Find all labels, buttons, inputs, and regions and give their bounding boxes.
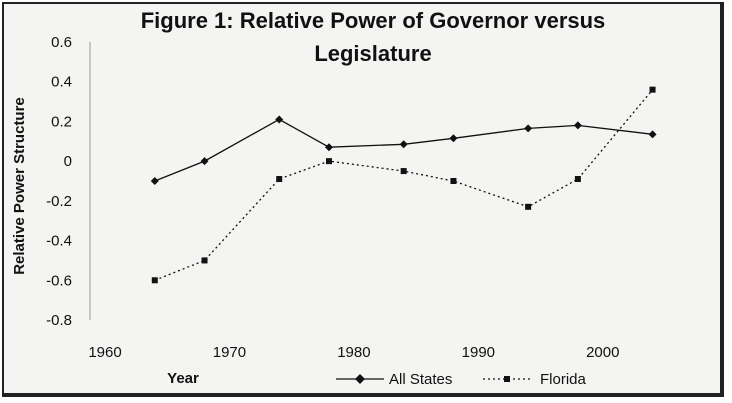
data-point-florida xyxy=(276,176,283,183)
data-point-all-states xyxy=(648,130,657,139)
series-layer xyxy=(150,86,657,284)
chart-title-line-1: Figure 1: Relative Power of Governor ver… xyxy=(141,8,606,33)
data-point-all-states xyxy=(150,177,159,185)
legend-florida-label: Florida xyxy=(540,371,587,388)
data-point-all-states xyxy=(524,124,533,133)
data-point-all-states xyxy=(449,134,458,143)
x-tick-labels: 1960 1970 1980 1990 2000 xyxy=(88,344,619,361)
y-tick-label: 0.6 xyxy=(51,34,72,51)
data-point-florida xyxy=(326,158,332,165)
y-tick-label: 0.4 xyxy=(51,74,72,91)
legend-all-states-diamond xyxy=(355,374,365,384)
chart-frame xyxy=(2,2,724,397)
chart-title-line-2: Legislature xyxy=(314,41,431,66)
data-point-all-states xyxy=(399,140,408,149)
series-line-florida xyxy=(154,89,654,281)
x-tick-label: 1980 xyxy=(337,344,370,361)
y-tick-labels: 0.6 0.4 0.2 0 -0.2 -0.4 -0.6 -0.8 xyxy=(46,34,72,329)
data-point-florida xyxy=(400,168,407,175)
data-point-florida xyxy=(525,203,532,210)
x-tick-label: 1970 xyxy=(213,344,246,361)
data-point-all-states xyxy=(275,115,284,124)
data-point-all-states xyxy=(200,157,209,166)
data-point-florida xyxy=(649,86,656,93)
y-axis-title: Relative Power Structure xyxy=(11,97,28,275)
x-axis-title: Year xyxy=(167,370,199,387)
data-point-all-states xyxy=(573,121,582,130)
legend: All States Florida xyxy=(336,371,587,388)
data-point-florida xyxy=(574,176,581,183)
x-tick-label: 1990 xyxy=(462,344,495,361)
y-tick-label: 0 xyxy=(64,153,72,170)
legend-florida-square xyxy=(504,376,510,382)
y-tick-label: -0.6 xyxy=(46,272,72,289)
y-tick-label: -0.2 xyxy=(46,193,72,210)
legend-all-states-label: All States xyxy=(389,371,452,388)
data-point-florida xyxy=(201,257,208,264)
y-tick-label: -0.8 xyxy=(46,312,72,329)
data-point-florida xyxy=(450,178,457,184)
x-tick-label: 2000 xyxy=(586,344,619,361)
data-point-florida xyxy=(151,277,158,284)
data-point-all-states xyxy=(325,143,333,152)
y-tick-label: -0.4 xyxy=(46,233,72,250)
x-tick-label: 1960 xyxy=(88,344,121,361)
y-tick-label: 0.2 xyxy=(51,113,72,130)
